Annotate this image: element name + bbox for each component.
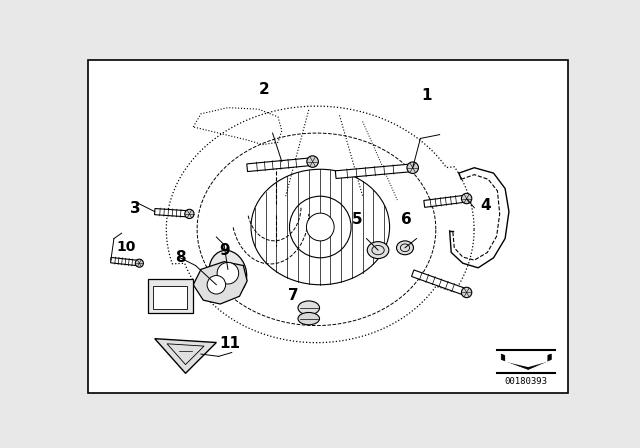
Text: 11: 11 [219, 336, 240, 351]
Ellipse shape [298, 301, 319, 315]
Polygon shape [111, 258, 140, 266]
FancyBboxPatch shape [148, 280, 193, 313]
Ellipse shape [397, 241, 413, 255]
Text: 10: 10 [116, 240, 136, 254]
Polygon shape [154, 208, 189, 217]
Text: 8: 8 [175, 250, 186, 265]
Ellipse shape [209, 250, 247, 296]
Circle shape [207, 276, 225, 294]
Polygon shape [155, 339, 216, 373]
Text: 5: 5 [352, 212, 363, 227]
Circle shape [307, 213, 334, 241]
Polygon shape [193, 262, 247, 304]
Text: 9: 9 [219, 243, 230, 258]
Text: 4: 4 [481, 198, 491, 213]
Text: 1: 1 [421, 88, 432, 103]
Circle shape [217, 263, 239, 284]
FancyBboxPatch shape [88, 60, 568, 392]
Text: 2: 2 [259, 82, 269, 98]
Polygon shape [424, 195, 467, 207]
Text: 6: 6 [401, 212, 412, 227]
Circle shape [135, 259, 143, 267]
Circle shape [407, 162, 419, 173]
FancyBboxPatch shape [153, 285, 187, 309]
Polygon shape [247, 158, 313, 172]
Ellipse shape [298, 313, 319, 325]
Polygon shape [412, 270, 468, 296]
Circle shape [307, 156, 318, 168]
Circle shape [185, 209, 194, 219]
Polygon shape [335, 164, 413, 178]
Polygon shape [505, 353, 547, 367]
Circle shape [461, 287, 472, 297]
Polygon shape [501, 354, 551, 370]
Ellipse shape [367, 241, 389, 258]
Text: 7: 7 [288, 288, 299, 303]
Text: 3: 3 [131, 202, 141, 216]
Text: 00180393: 00180393 [504, 377, 547, 386]
Circle shape [461, 194, 472, 204]
